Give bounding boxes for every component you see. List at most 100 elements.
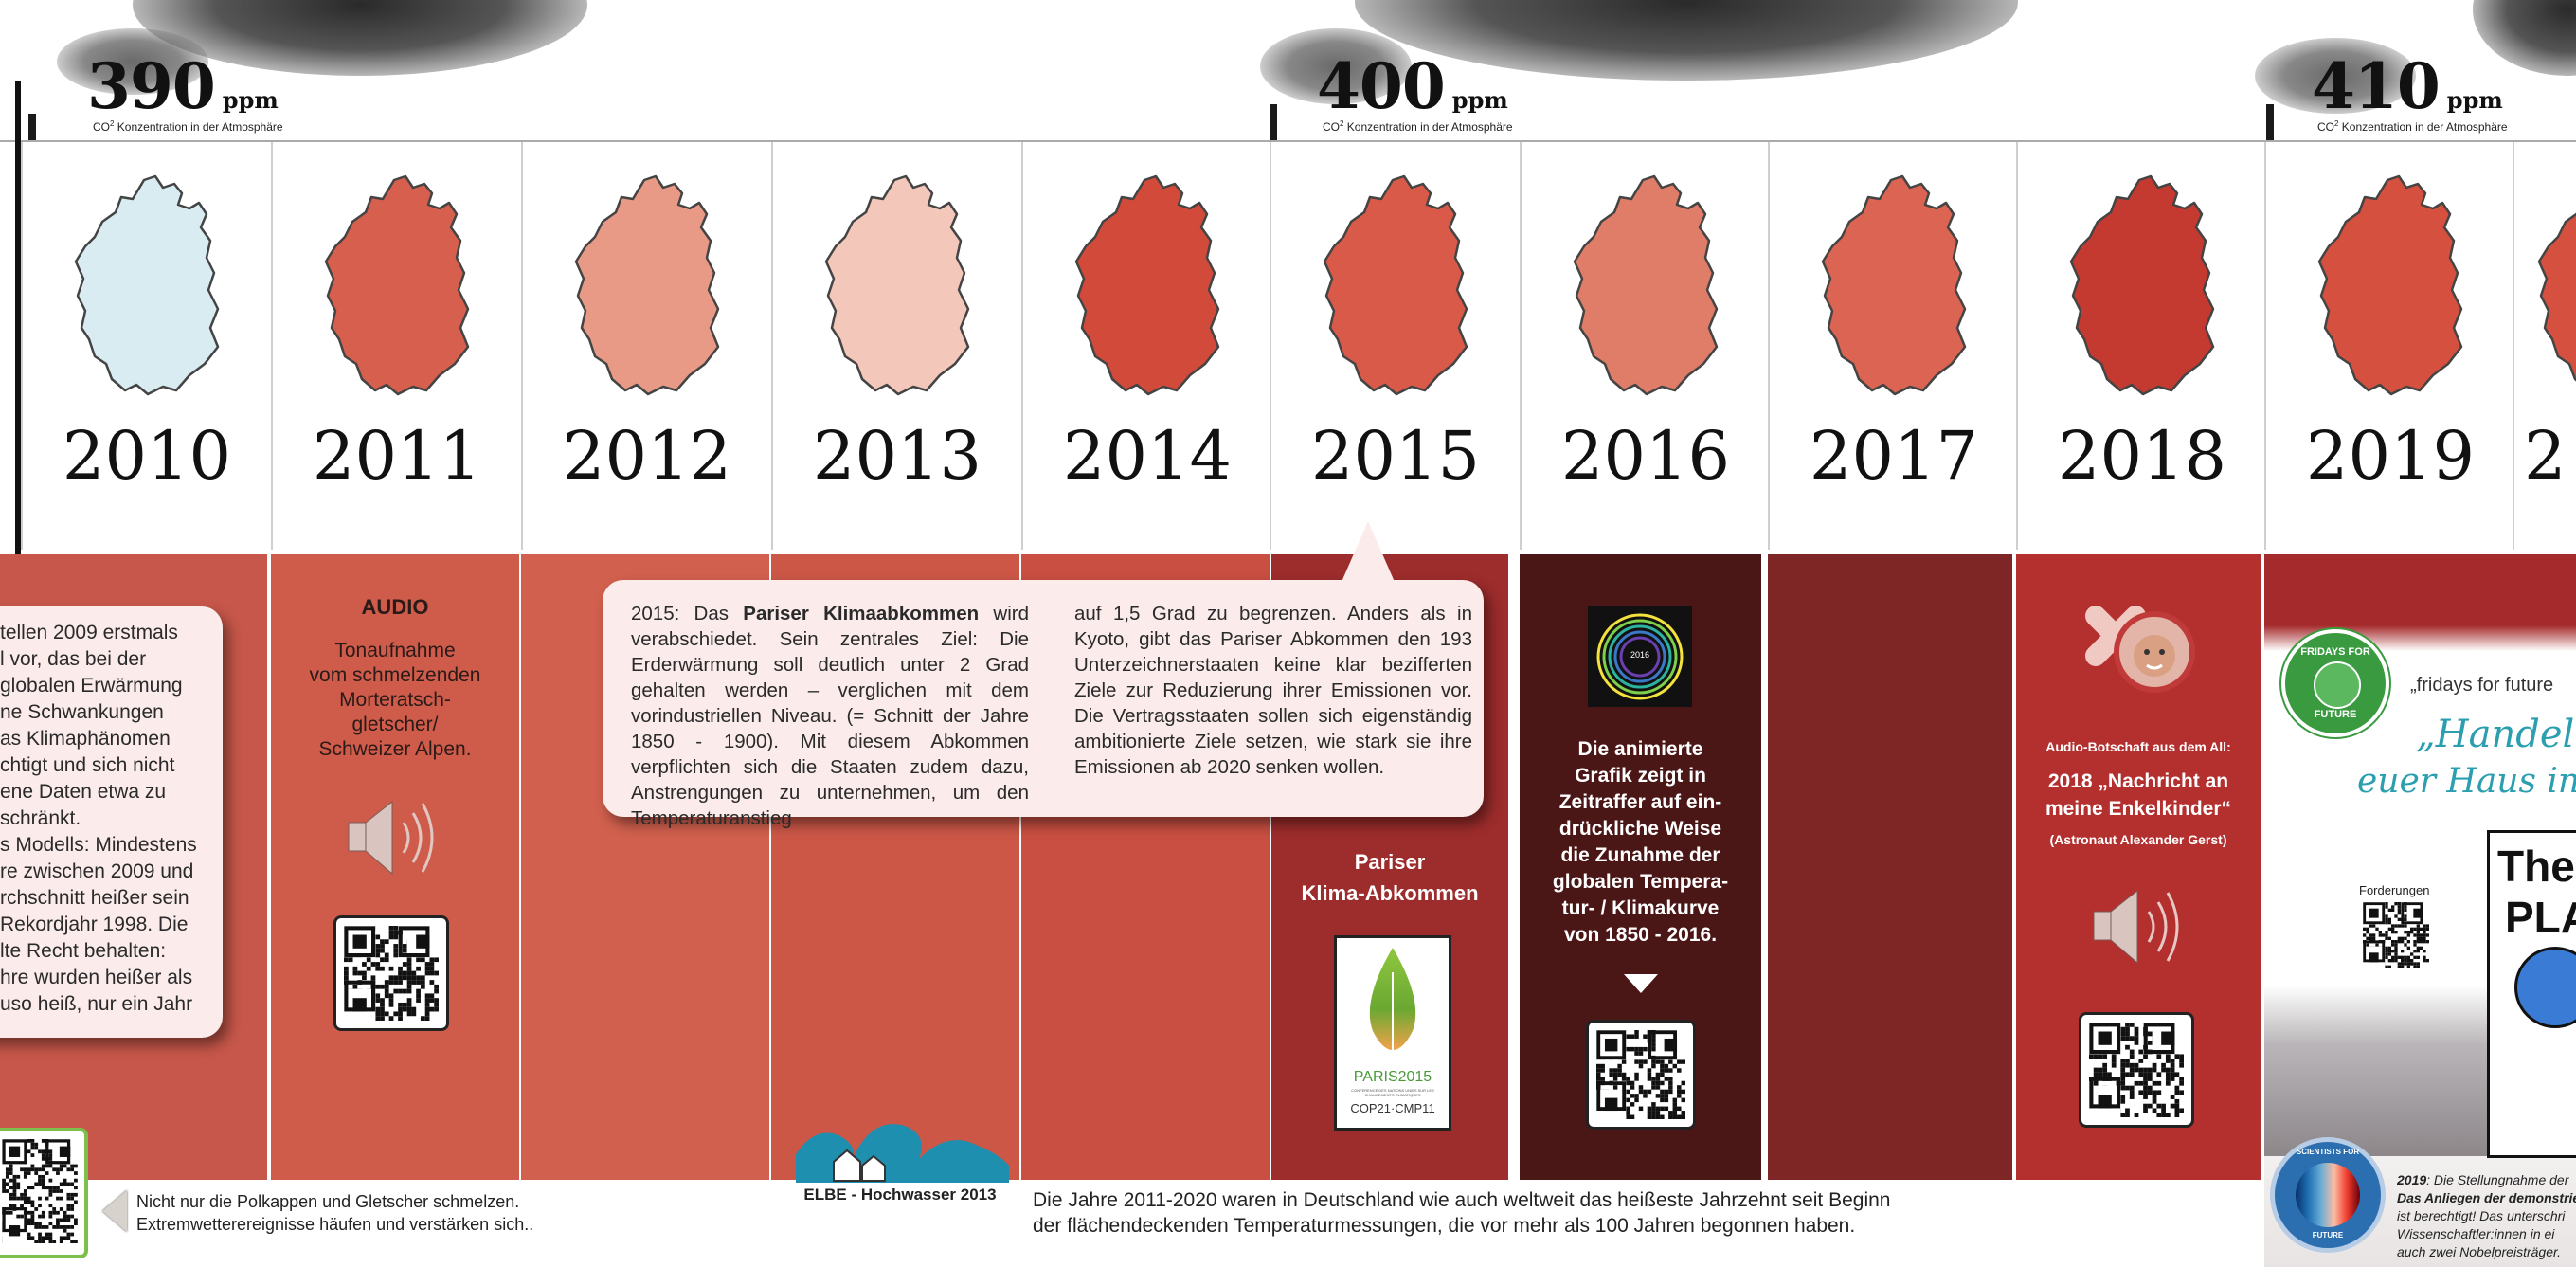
callout-pointer (1342, 521, 1395, 582)
germany-map (824, 174, 970, 396)
left-card-line: ne Schwankungen (0, 701, 164, 723)
audio-desc-line: vom schmelzenden (309, 664, 481, 686)
paris-logo-subtitle: CONFERENCE DES NATIONS UNIES SUR LES CHA… (1351, 1088, 1434, 1097)
qr-code-fridays[interactable] (2363, 902, 2429, 968)
climate-spiral-thumbnail[interactable]: 2016 (1588, 606, 1692, 707)
year-column-2018: 2018 (2016, 142, 2266, 550)
ppm-value: 400 (1317, 49, 1446, 123)
fridays-for-future-badge[interactable]: FRIDAYS FOR FUTURE (2281, 629, 2389, 737)
year-label: 2012 (562, 417, 732, 495)
year-label: 2 (2524, 417, 2567, 495)
germany-map (574, 174, 720, 396)
left-card-line: Rekordjahr 1998. Die (0, 914, 189, 935)
scientists-text: 2019: Die Stellungnahme der Das Anliegen… (2397, 1172, 2576, 1259)
germany-map (1074, 174, 1220, 396)
forderungen-label: Forderungen (2359, 883, 2430, 897)
qr-code-animation-2016[interactable] (1586, 1020, 1696, 1130)
left-card-line: schränkt. (0, 807, 81, 829)
year-label: 2014 (1062, 417, 1233, 495)
audio-desc-line: Schweizer Alpen. (318, 738, 472, 760)
ppm-marker-400: 400 ppm CO2 Konzentration in der Atmosphä… (1317, 49, 1513, 134)
band-2017 (1768, 554, 2012, 1180)
left-card-line: as Klimaphänomen (0, 728, 171, 750)
timeline-top-rule (0, 140, 2576, 142)
year-label: 2015 (1310, 417, 1481, 495)
ppm-value: 410 (2312, 49, 2441, 123)
smoke-plume-right-2 (2255, 38, 2416, 114)
year-column-2011: 2011 (271, 142, 521, 550)
left-card-line: uso heiß, nur ein Jahr (0, 993, 193, 1015)
germany-map (2537, 212, 2576, 382)
ppm-unit: ppm (2446, 86, 2503, 114)
germany-map (2069, 174, 2215, 396)
germany-map (2317, 174, 2463, 396)
speaker-icon[interactable] (343, 787, 447, 895)
left-card-line: l vor, das bei der (0, 648, 147, 670)
speaker-icon[interactable] (2088, 876, 2192, 984)
earth-icon (2514, 947, 2576, 1028)
year-label: 2013 (812, 417, 982, 495)
protest-sign: Ther PLA (2487, 830, 2576, 1158)
paris-agreement-callout: 2015: Das Pariser Klimaabkommen wird ver… (603, 521, 1484, 829)
year-label: 2017 (1809, 417, 1979, 495)
spiral-year-badge: 2016 (1630, 650, 1650, 660)
astronaut-portrait[interactable] (2077, 597, 2200, 709)
left-info-card: tellen 2009 erstmals l vor, das bei der … (0, 606, 223, 1038)
qr-code-audio-2011[interactable] (333, 915, 449, 1031)
year-column-2017: 2017 (1768, 142, 2018, 550)
fridays-quote-small: „fridays for future (2410, 675, 2554, 696)
animation-description: Die animierte Grafik zeigt in Zeitraffer… (1552, 738, 1729, 946)
left-card-line: tellen 2009 erstmals (0, 622, 178, 643)
audio-desc-line: Tonaufnahme (334, 640, 456, 661)
timeline-left-bar (15, 81, 21, 555)
germany-map (74, 174, 220, 396)
audio-desc-line: Morteratsch- (339, 689, 451, 711)
year-column-2013: 2013 (771, 142, 1021, 550)
warming-stripes (2296, 1163, 2360, 1227)
callout-left-column: 2015: Das Pariser Klimaabkommen wird ver… (631, 603, 1029, 829)
left-card-line: ene Daten etwa zu (0, 781, 167, 803)
earth-icon (2314, 661, 2361, 709)
year-label: 2018 (2057, 417, 2227, 495)
triangle-down-icon (1624, 974, 1658, 993)
chimney-right (2266, 104, 2274, 142)
qr-code-bottom-left[interactable] (0, 1128, 88, 1258)
year-label: 2011 (312, 417, 482, 495)
leaf-icon (1369, 948, 1416, 1050)
left-card-line: lte Recht behalten: (0, 940, 167, 962)
paris-agreement-title: Pariser Klima-Abkommen (1301, 850, 1479, 905)
chimney-left (28, 114, 36, 142)
ppm-unit: ppm (1451, 86, 1508, 114)
germany-map (324, 174, 470, 396)
smoke-plume-left-2 (57, 28, 208, 95)
left-card-line: s Modells: Mindestens (0, 834, 197, 856)
year-column-2012: 2012 (521, 142, 771, 550)
ppm-caption: CO2 Konzentration in der Atmosphäre (1323, 119, 1513, 134)
year-column-2: 2 (2513, 142, 2576, 550)
paris-logo-title: PARIS2015 (1353, 1069, 1432, 1085)
callout-right-column: auf 1,5 Grad zu begrenzen. Anders als in… (1074, 603, 1472, 778)
qr-code-astronaut-2018[interactable] (2079, 1012, 2194, 1128)
year-label: 2019 (2305, 417, 2476, 495)
ppm-caption: CO2 Konzentration in der Atmosphäre (93, 119, 283, 134)
year-label: 2010 (62, 417, 232, 495)
scientists-for-future-badge[interactable]: SCIENTISTS FOR FUTURE (2270, 1137, 2386, 1253)
chimney-middle (1270, 104, 1277, 142)
germany-map (1323, 174, 1468, 396)
left-card-line: hre wurden heißer als (0, 967, 193, 988)
year-column-2016: 2016 (1520, 142, 1770, 550)
ppm-marker-390: 390 ppm CO2 Konzentration in der Atmosphä… (87, 49, 283, 134)
year-column-2014: 2014 (1021, 142, 1271, 550)
paris-logo-cop: COP21·CMP11 (1350, 1101, 1435, 1115)
ppm-marker-410: 410 ppm CO2 Konzentration in der Atmosphä… (2312, 49, 2508, 134)
audio-desc-line: gletscher/ (351, 714, 439, 735)
audio-heading: AUDIO (361, 595, 429, 619)
footer-left-note: Nicht nur die Polkappen und Gletscher sc… (136, 1192, 534, 1234)
germany-map (1821, 174, 1967, 396)
left-card-line: chtigt und sich nicht (0, 754, 175, 776)
year-column-2015: 2015 (1270, 142, 1520, 550)
paris2015-logo[interactable]: PARIS2015 CONFERENCE DES NATIONS UNIES S… (1334, 935, 1451, 1131)
left-card-line: rchschnitt heißer sein (0, 887, 189, 909)
year-column-2010: 2010 (21, 142, 271, 550)
triangle-left-icon (102, 1190, 127, 1232)
